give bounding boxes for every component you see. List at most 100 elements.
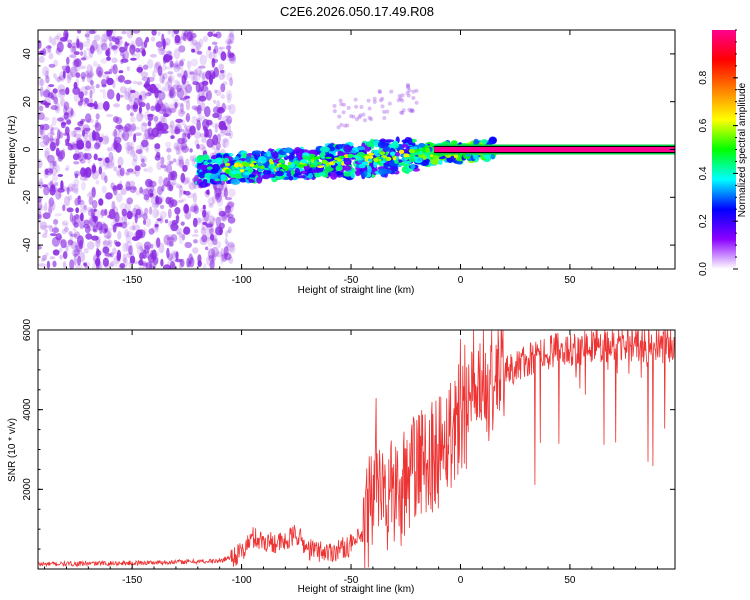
- noise-blob: [84, 90, 88, 96]
- y-tick-label: 6000: [22, 318, 33, 341]
- noise-blob: [173, 98, 179, 107]
- noise-blob: [189, 155, 194, 162]
- noise-blob: [66, 207, 73, 212]
- noise-blob: [157, 99, 163, 110]
- noise-blob: [147, 166, 154, 173]
- noise-blob: [140, 162, 147, 168]
- noise-blob: [116, 253, 121, 262]
- noise-blob: [84, 97, 90, 104]
- noise-blob: [183, 176, 191, 184]
- noise-blob: [93, 142, 101, 150]
- noise-blob: [172, 158, 177, 163]
- noise-blob: [115, 117, 123, 124]
- noise-blob: [96, 221, 103, 231]
- noise-blob: [227, 216, 236, 224]
- noise-blob: [65, 87, 70, 95]
- noise-blob: [169, 120, 175, 129]
- noise-blob: [52, 260, 57, 268]
- noise-blob: [118, 222, 123, 228]
- noise-blob: [104, 252, 112, 257]
- noise-blob: [119, 167, 125, 177]
- noise-blob: [141, 49, 146, 57]
- noise-blob: [221, 137, 230, 148]
- colorbar-ticks: 0.0 0.2 0.4 0.6 0.8: [698, 29, 738, 276]
- noise-blob: [170, 170, 178, 181]
- noise-blob: [38, 200, 43, 211]
- noise-blob: [143, 194, 150, 201]
- noise-blob: [89, 44, 93, 50]
- noise-blob: [38, 196, 42, 203]
- noise-blob: [124, 171, 132, 175]
- noise-blob: [156, 131, 162, 137]
- noise-blob: [215, 89, 222, 96]
- noise-blob: [87, 157, 91, 164]
- noise-blob: [209, 74, 213, 85]
- noise-blob: [111, 131, 117, 137]
- noise-blob: [167, 208, 172, 219]
- band-blob: [234, 156, 240, 161]
- noise-blob: [112, 217, 118, 224]
- noise-blob: [223, 118, 232, 126]
- y-tick-label: -40: [22, 237, 33, 252]
- noise-blob: [83, 49, 87, 60]
- noise-blob: [168, 220, 174, 228]
- band-core: [284, 166, 289, 172]
- noise-blob: [70, 233, 78, 238]
- noise-blob: [46, 85, 51, 93]
- noise-blob: [168, 184, 174, 192]
- band-core: [243, 162, 250, 167]
- noise-blob: [149, 206, 153, 215]
- band-blob: [207, 159, 212, 163]
- noise-blob: [208, 51, 215, 60]
- noise-blob: [198, 65, 206, 69]
- faint-blob: [378, 98, 383, 103]
- noise-blob: [178, 45, 186, 53]
- noise-blob: [220, 51, 227, 61]
- band-blob: [296, 175, 306, 179]
- noise-blob: [39, 140, 48, 148]
- noise-blob: [83, 219, 90, 226]
- noise-blob: [42, 134, 50, 146]
- faint-blob: [405, 82, 410, 87]
- noise-blob: [96, 102, 104, 110]
- noise-blob: [228, 188, 236, 198]
- noise-blob: [212, 195, 216, 205]
- noise-blob: [132, 46, 136, 52]
- noise-blob: [113, 136, 122, 144]
- noise-blob: [48, 84, 55, 88]
- noise-blob: [162, 38, 166, 50]
- noise-blob: [42, 116, 50, 121]
- noise-blob: [160, 258, 164, 267]
- noise-blob: [50, 167, 58, 176]
- noise-blob: [49, 123, 54, 134]
- noise-blob: [197, 217, 202, 224]
- noise-blob: [51, 142, 59, 149]
- noise-blob: [166, 110, 172, 114]
- noise-blob: [38, 203, 43, 211]
- spectrogram-y-ticks: -40 -20 0 20 40: [22, 29, 675, 270]
- noise-blob: [127, 123, 133, 127]
- noise-blob: [147, 76, 150, 86]
- noise-blob: [205, 119, 213, 126]
- band-blob: [257, 156, 267, 164]
- noise-blob: [40, 258, 45, 262]
- noise-blob: [80, 72, 86, 80]
- noise-blob: [208, 203, 214, 208]
- noise-blob: [170, 220, 178, 227]
- noise-blob: [190, 41, 196, 47]
- noise-blob: [140, 155, 148, 164]
- noise-blob: [132, 232, 139, 241]
- band-blob: [418, 143, 426, 148]
- noise-blob: [49, 161, 55, 171]
- noise-blob: [84, 74, 93, 78]
- noise-blob: [71, 183, 79, 193]
- noise-blob: [59, 254, 64, 260]
- noise-blob: [140, 245, 143, 252]
- noise-blob: [131, 221, 135, 232]
- noise-blob: [225, 38, 233, 45]
- faint-blob: [410, 108, 415, 113]
- noise-blob: [218, 210, 226, 217]
- noise-blob: [127, 125, 135, 132]
- band-core: [271, 168, 275, 173]
- noise-blob: [218, 192, 226, 198]
